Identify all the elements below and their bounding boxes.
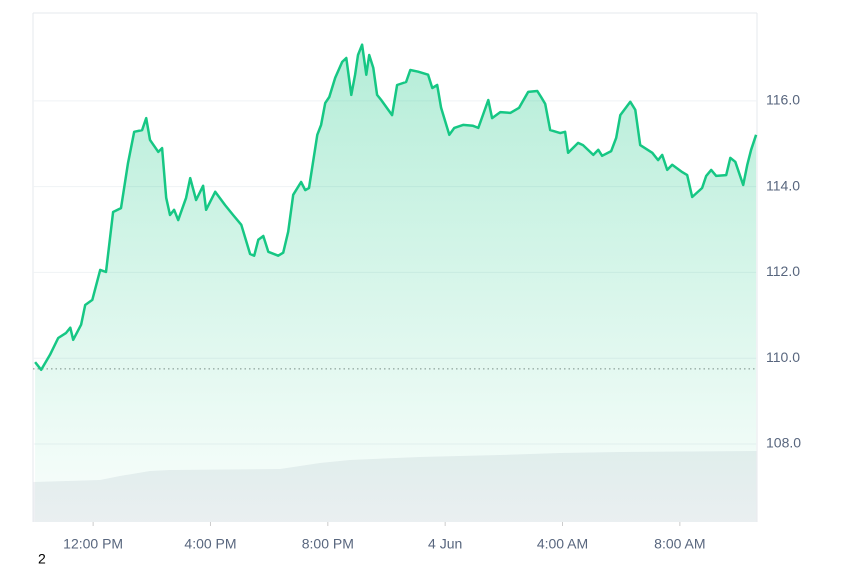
area xyxy=(35,44,757,522)
x-tick-label: 4 Jun xyxy=(428,536,462,552)
x-tick-label: 8:00 AM xyxy=(654,536,705,552)
y-tick-label: 108.0 xyxy=(766,435,801,451)
y-tick-label: 114.0 xyxy=(766,177,800,193)
plot xyxy=(34,43,758,522)
y-tick-label: 112.0 xyxy=(766,263,800,279)
footer-text: 2 xyxy=(38,551,46,567)
y-tick-label: 116.0 xyxy=(766,92,800,108)
price-line xyxy=(34,43,758,372)
x-tick-label: 8:00 PM xyxy=(302,536,354,552)
x-tick-label: 12:00 PM xyxy=(63,536,123,552)
x-tick-label: 4:00 PM xyxy=(184,536,236,552)
x-tick-label: 4:00 AM xyxy=(537,536,588,552)
y-tick-label: 110.0 xyxy=(766,349,800,365)
